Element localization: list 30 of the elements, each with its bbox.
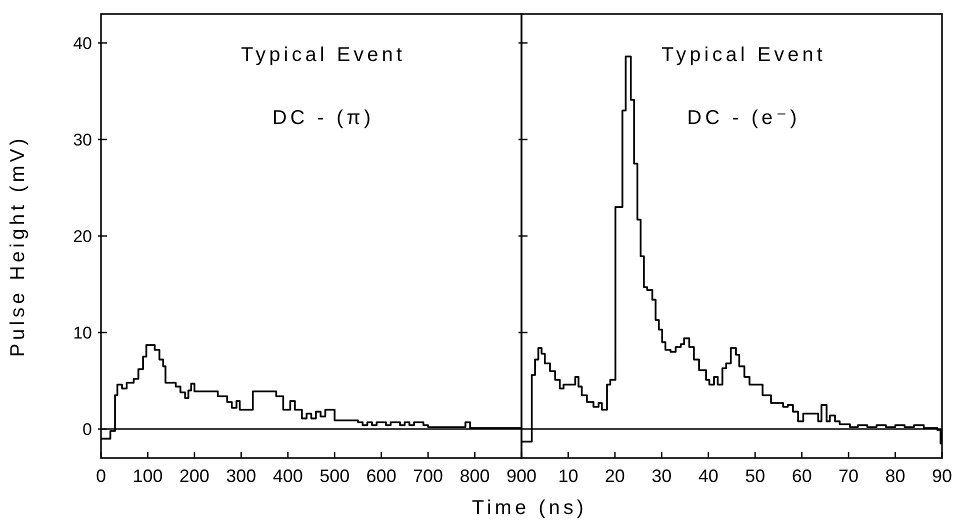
x-tick-label: 200 <box>179 466 210 486</box>
annotation: Typical Event <box>241 44 406 66</box>
annotation: Typical Event <box>662 44 826 66</box>
y-tick-label: 20 <box>73 226 92 246</box>
x-tick-label: 20 <box>604 466 625 486</box>
y-tick-label: 30 <box>73 130 92 150</box>
x-tick-label: 600 <box>366 466 396 486</box>
annotation: DC - (π) <box>272 107 374 129</box>
x-tick-label: 500 <box>320 466 350 486</box>
y-tick-label: 10 <box>73 323 92 342</box>
x-tick-label: 100 <box>132 466 163 486</box>
x-tick-label: 400 <box>272 466 303 486</box>
annotation: DC - (e⁻) <box>687 107 800 129</box>
x-tick-label: 800 <box>460 466 490 486</box>
x-tick-label: 30 <box>652 466 672 486</box>
x-tick-label: 300 <box>226 466 256 486</box>
x-tick-label: 60 <box>792 466 812 486</box>
x-tick-label: 80 <box>885 466 906 486</box>
x-tick-label: 40 <box>698 466 718 486</box>
y-tick-label: 0 <box>82 420 92 439</box>
y-axis-title: Pulse Height (mV) <box>7 135 29 357</box>
x-tick-label: 0 <box>96 466 106 486</box>
x-tick-label: 10 <box>558 466 578 486</box>
x-tick-label: 70 <box>838 466 859 486</box>
x-tick-label: 700 <box>413 466 444 486</box>
y-tick-label: 40 <box>73 34 92 53</box>
x-axis-title: Time (ns) <box>472 497 588 519</box>
x-tick-label: 900 <box>506 466 537 486</box>
x-tick-label: 50 <box>745 466 766 486</box>
x-tick-label: 90 <box>932 466 952 486</box>
